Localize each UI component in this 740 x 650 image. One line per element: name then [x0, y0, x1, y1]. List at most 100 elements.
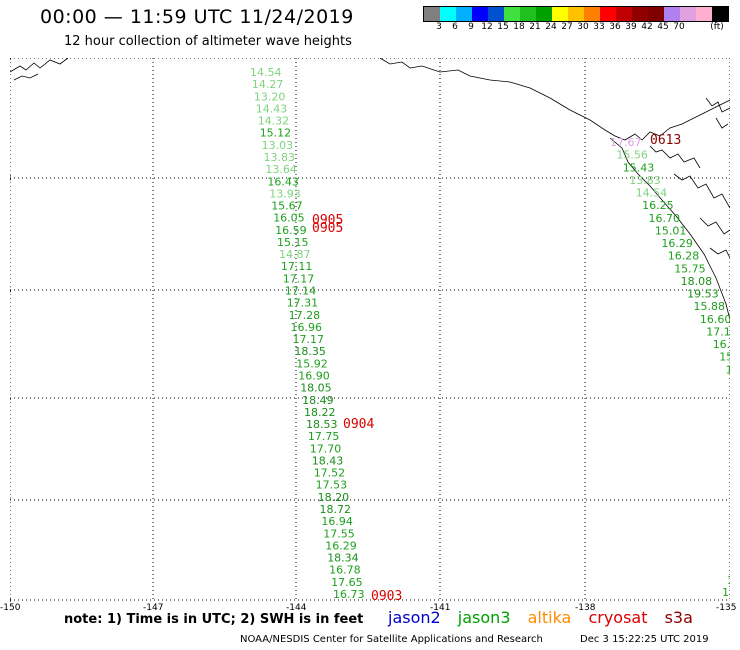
swh-value: 17.11	[281, 260, 313, 273]
colorbar-swatch	[456, 7, 472, 21]
swh-value: 19.53	[687, 288, 719, 301]
colorbar-swatch	[504, 7, 520, 21]
swh-value: 17.55	[323, 527, 355, 540]
swh-value: 17.70	[310, 442, 342, 455]
legend-jason2: jason2	[388, 608, 441, 627]
colorbar-label: 36	[609, 22, 621, 32]
colorbar-swatch	[584, 7, 600, 21]
colorbar-swatch	[696, 7, 712, 21]
swh-value: 15.88	[694, 300, 726, 313]
lon-label: -147	[143, 603, 163, 613]
footer-date: Dec 3 15:22:25 UTC 2019	[580, 634, 709, 645]
legend-cryosat: cryosat	[588, 608, 648, 627]
page-title: 00:00 — 11:59 UTC 11/24/2019	[40, 6, 354, 28]
pass-label: 0904	[343, 417, 374, 432]
colorbar-label: 9	[468, 22, 474, 32]
swh-value: 15.15	[277, 236, 309, 249]
colorbar-label: 33	[593, 22, 605, 32]
lat-label: 56	[10, 286, 12, 296]
swh-value: 15.67	[271, 200, 303, 213]
swh-value: 15.12	[260, 127, 292, 140]
swh-value: 18.08	[681, 275, 713, 288]
swh-value: 16	[726, 363, 730, 376]
swh-value: 17.75	[308, 430, 340, 443]
colorbar-swatch	[616, 7, 632, 21]
swh-value: 16.53	[713, 338, 730, 351]
colorbar-swatch	[552, 7, 568, 21]
lat-label: 58	[10, 174, 12, 184]
legend-jason3: jason3	[457, 608, 511, 627]
colorbar-label: 24	[545, 22, 557, 32]
jason3-track-main: 14.5414.2713.2014.4314.3215.1213.0313.83…	[250, 66, 365, 601]
swh-value: 16.29	[325, 539, 357, 552]
swh-value: 14.87	[279, 248, 311, 261]
page-subtitle: 12 hour collection of altimeter wave hei…	[64, 34, 352, 49]
swh-value: 17.17	[283, 272, 315, 285]
credit-footer: NOAA/NESDIS Center for Satellite Applica…	[240, 634, 543, 645]
swh-value: 16.60	[700, 313, 730, 326]
longitude-labels: -150 -147 -144 -141 -138 -135	[0, 603, 736, 613]
pass-label: 0905	[312, 221, 343, 236]
colorbar-label: 27	[561, 22, 573, 32]
legend-altika: altika	[527, 608, 572, 627]
pass-labels: 0905 0905 0904 0903 0613	[312, 133, 681, 604]
swh-value: 16.73	[333, 588, 365, 601]
colorbar-label: 39	[625, 22, 637, 32]
swh-value: 17.14	[285, 285, 317, 298]
swh-value: 14.27	[252, 78, 284, 91]
latitude-labels: 60 58 56 54 52 50	[10, 58, 12, 604]
colorbar-swatch	[440, 7, 456, 21]
colorbar-label: 45	[657, 22, 669, 32]
colorbar-label: 70	[673, 22, 685, 32]
colorbar-label: 15	[497, 22, 509, 32]
lon-label: -144	[286, 603, 307, 613]
graticule	[10, 58, 730, 601]
swh-value: 13.93	[269, 187, 301, 200]
wave-height-map: 60 58 56 54 52 50 14.5414.2713.2014.4314…	[10, 58, 730, 604]
lat-label: 52	[10, 496, 11, 506]
colorbar-label: 12	[481, 22, 493, 32]
swh-value: 14.32	[258, 115, 290, 128]
swh-value: 17.65	[331, 576, 363, 589]
swh-value: 16.94	[321, 515, 353, 528]
swh-value: 18.43	[312, 455, 344, 468]
colorbar-labels: 3 6 9 12 15 18 21 24 27 30 33 36 39 42 45 70 (ft)	[423, 22, 733, 34]
pass-label: 0903	[371, 589, 402, 604]
swh-value: 18.05	[300, 382, 332, 395]
swh-value: 16.29	[661, 237, 693, 250]
swh-value: 14.43	[256, 102, 287, 115]
swh-value: 18.34	[327, 552, 359, 565]
swh-value: 14.54	[250, 66, 282, 79]
colorbar-swatch	[712, 7, 728, 21]
swh-value: 17.10	[706, 326, 730, 339]
swh-value: 16.43	[267, 175, 299, 188]
units-note: note: 1) Time is in UTC; 2) SWH is in fe…	[64, 612, 364, 627]
lon-label: -150	[0, 603, 21, 613]
legend-s3a: s3a	[664, 608, 693, 627]
swh-value: 17.53	[316, 479, 348, 492]
colorbar-swatch	[424, 7, 440, 21]
pass-label: 0905	[312, 213, 343, 228]
swh-value: 17.28	[289, 309, 321, 322]
lat-label: 50	[10, 596, 12, 604]
swh-value: 14.54	[636, 187, 668, 200]
colorbar-label: 18	[513, 22, 525, 32]
colorbar-swatch	[536, 7, 552, 21]
swh-value: 13.20	[254, 90, 286, 103]
swh-value: 18.72	[320, 503, 352, 516]
swh-value: 15.75	[674, 262, 706, 275]
colorbar-swatch	[520, 7, 536, 21]
jason3-track-east: 17.6715.5615.4313.8314.5416.2516.7015.01…	[610, 136, 730, 376]
lon-label: -135	[716, 603, 736, 613]
swh-value: 18.53	[306, 418, 338, 431]
colorbar-swatch	[600, 7, 616, 21]
colorbar-swatch	[472, 7, 488, 21]
swh-value: 16.96	[291, 321, 323, 334]
swh-value: 18.20	[318, 491, 350, 504]
swh-value: 16.05	[273, 212, 305, 225]
swh-value: 18.22	[304, 406, 336, 419]
colorbar-swatch	[568, 7, 584, 21]
colorbar-label: (ft)	[710, 22, 724, 32]
lon-label: -141	[430, 603, 450, 613]
